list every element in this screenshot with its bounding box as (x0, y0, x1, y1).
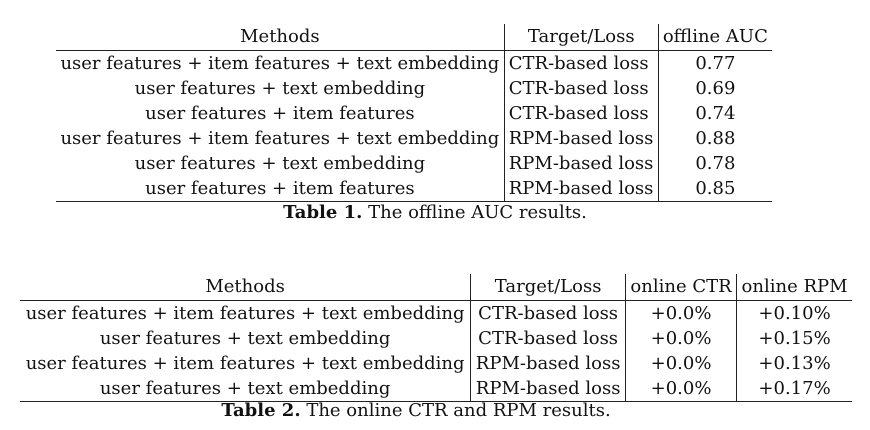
table-row: user features + text embedding CTR-based… (20, 326, 852, 351)
cell-offline-auc: 0.85 (695, 177, 736, 199)
table-row: user features + item features CTR-based … (56, 101, 772, 126)
table-1-caption: Table 1. The offline AUC results. (0, 204, 870, 222)
table-row: user features + item features + text emb… (56, 50, 772, 76)
cell-method: user features + item features + text emb… (56, 126, 505, 151)
cell-target-loss: CTR-based loss (504, 101, 659, 126)
table-row: user features + item features + text emb… (20, 351, 852, 376)
cell-online-rpm: +0.17% (758, 377, 831, 399)
cell-target-loss: RPM-based loss (470, 376, 627, 402)
cell-online-rpm: +0.13% (758, 352, 831, 374)
caption-text: The offline AUC results. (362, 202, 587, 223)
table-row: user features + text embedding CTR-based… (56, 76, 772, 101)
cell-method: user features + item features + text emb… (20, 300, 472, 326)
cell-method: user features + item features + text emb… (56, 50, 505, 76)
table-header-row: Methods Target/Loss online CTR online RP… (20, 274, 852, 301)
cell-method: user features + text embedding (56, 76, 505, 101)
cell-target-loss: RPM-based loss (504, 126, 659, 151)
header-target-loss: Target/Loss (504, 24, 659, 51)
header-target-loss: Target/Loss (470, 274, 627, 301)
table-2-caption: Table 2. The online CTR and RPM results. (0, 402, 832, 420)
caption-label: Table 1. (283, 202, 363, 223)
cell-target-loss: RPM-based loss (504, 176, 659, 202)
cell-offline-auc: 0.88 (695, 127, 736, 149)
cell-online-ctr: +0.0% (625, 351, 738, 376)
cell-method: user features + item features (56, 176, 505, 202)
table-row: user features + text embedding RPM-based… (20, 376, 852, 402)
cell-target-loss: CTR-based loss (470, 300, 627, 326)
header-methods: Methods (20, 274, 472, 301)
caption-text: The online CTR and RPM results. (300, 400, 611, 421)
cell-online-ctr: +0.0% (625, 326, 738, 351)
cell-online-rpm: +0.10% (758, 302, 831, 324)
cell-method: user features + text embedding (20, 376, 472, 402)
offline-auc-table: Methods Target/Loss offline AUC user fea… (56, 24, 772, 202)
table-row: user features + item features + text emb… (56, 126, 772, 151)
header-online-rpm: online RPM (741, 276, 848, 297)
header-offline-auc: offline AUC (662, 26, 768, 47)
cell-target-loss: RPM-based loss (504, 151, 659, 176)
cell-target-loss: CTR-based loss (470, 326, 627, 351)
cell-online-ctr: +0.0% (625, 300, 738, 326)
cell-offline-auc: 0.77 (695, 52, 736, 74)
table-row: user features + text embedding RPM-based… (56, 151, 772, 176)
online-ctr-rpm-table: Methods Target/Loss online CTR online RP… (20, 274, 852, 402)
cell-offline-auc: 0.74 (695, 102, 736, 124)
header-online-ctr: online CTR (625, 274, 738, 301)
cell-online-rpm: +0.15% (758, 327, 831, 349)
cell-offline-auc: 0.78 (695, 152, 736, 174)
table-header-row: Methods Target/Loss offline AUC (56, 24, 772, 51)
table-row: user features + item features RPM-based … (56, 176, 772, 202)
cell-online-ctr: +0.0% (625, 376, 738, 402)
header-methods: Methods (56, 24, 505, 51)
cell-target-loss: CTR-based loss (504, 50, 659, 76)
cell-method: user features + text embedding (20, 326, 472, 351)
cell-method: user features + item features + text emb… (20, 351, 472, 376)
table-row: user features + item features + text emb… (20, 300, 852, 326)
cell-method: user features + text embedding (56, 151, 505, 176)
cell-target-loss: CTR-based loss (504, 76, 659, 101)
cell-target-loss: RPM-based loss (470, 351, 627, 376)
cell-method: user features + item features (56, 101, 505, 126)
cell-offline-auc: 0.69 (695, 77, 736, 99)
caption-label: Table 2. (221, 400, 301, 421)
